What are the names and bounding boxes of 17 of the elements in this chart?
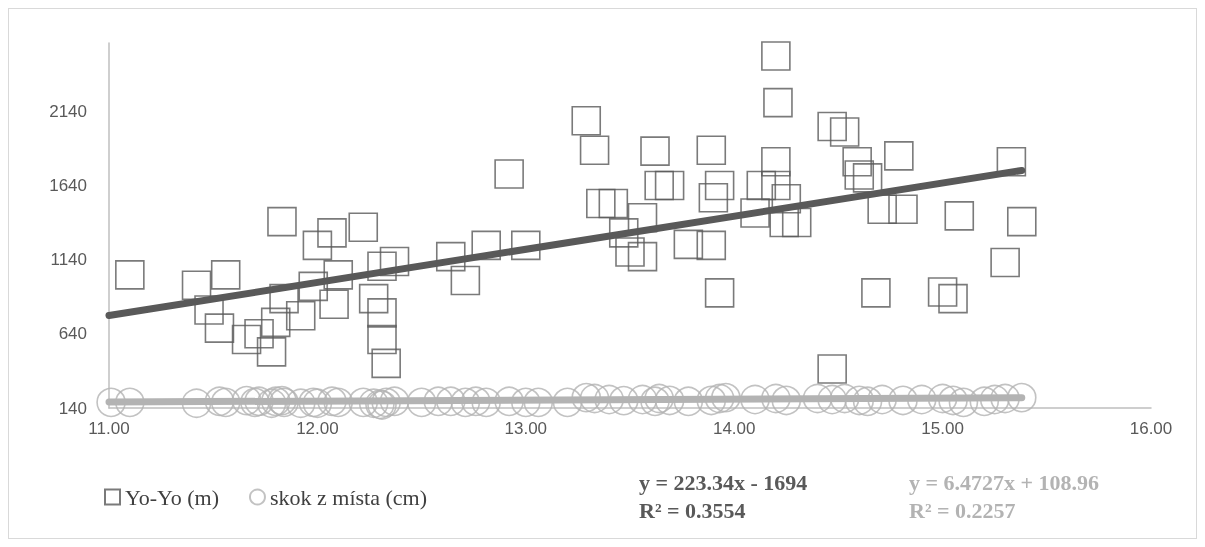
legend-label: skok z místa (cm) xyxy=(269,484,427,510)
x-tick-label: 11.00 xyxy=(88,419,130,438)
y-tick-label: 640 xyxy=(58,324,87,344)
text: R² = 0.3554 xyxy=(638,497,746,523)
x-tick-label: 12.00 xyxy=(296,419,339,438)
y-tick-label: 1640 xyxy=(49,175,87,195)
text: R² = 0.2257 xyxy=(908,497,1016,523)
y-tick-label: 140 xyxy=(58,398,87,418)
x-tick-label: 13.00 xyxy=(504,419,548,438)
text: y = 223.34x - 1694 xyxy=(638,469,808,495)
x-tick-label: 16.00 xyxy=(1129,419,1173,438)
legend-label: Yo-Yo (m) xyxy=(125,484,219,510)
text: y = 6.4727x + 108.96 xyxy=(909,469,1100,495)
y-tick-label: 1140 xyxy=(50,250,87,270)
x-tick-label: 14.00 xyxy=(712,419,756,438)
y-tick-label: 2140 xyxy=(49,101,87,121)
x-tick-label: 15.00 xyxy=(921,419,964,438)
